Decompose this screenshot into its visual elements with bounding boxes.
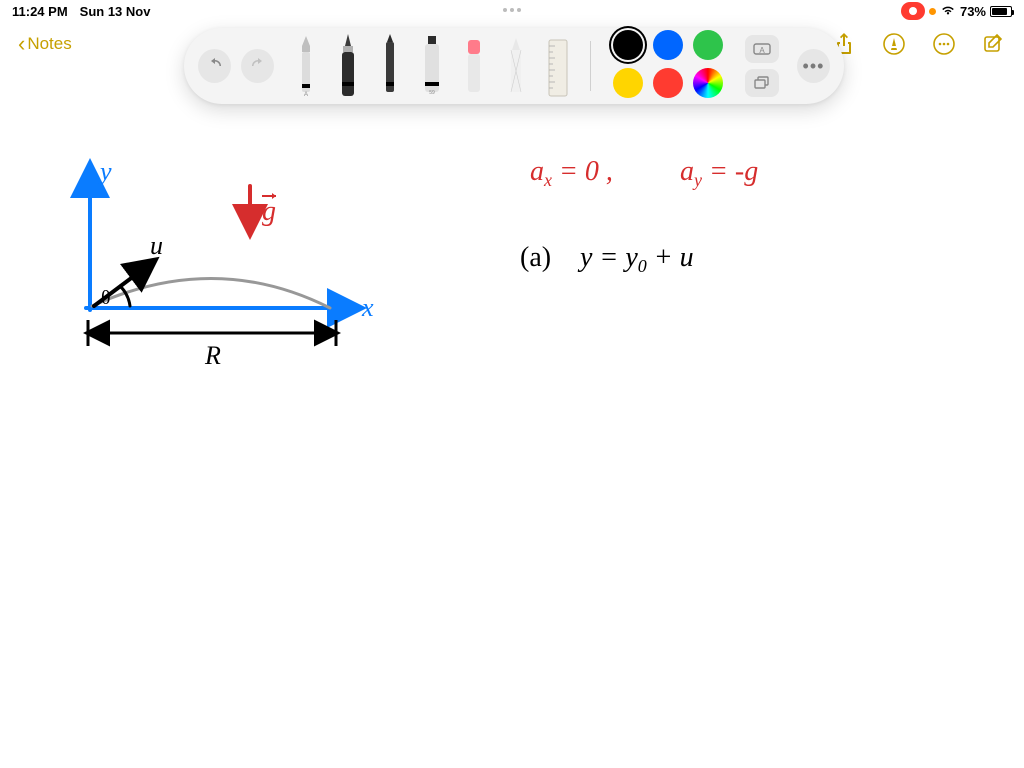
back-button[interactable]: ‹ Notes	[18, 31, 72, 57]
text-box-button[interactable]: A	[745, 35, 779, 63]
compose-icon[interactable]	[982, 32, 1006, 56]
palette-separator	[590, 41, 591, 91]
color-green[interactable]	[693, 30, 723, 60]
color-row	[613, 30, 727, 102]
undo-button[interactable]	[198, 49, 231, 83]
battery-icon	[990, 6, 1012, 17]
back-label: Notes	[27, 34, 71, 54]
range-label: R	[204, 341, 221, 370]
tool-row: A 59	[292, 34, 572, 98]
svg-text:A: A	[759, 46, 765, 55]
palette-more-button[interactable]: •••	[797, 49, 830, 83]
color-black[interactable]	[613, 30, 643, 60]
y-axis-label: y	[97, 157, 112, 186]
svg-text:A: A	[304, 92, 308, 98]
layers-button[interactable]	[745, 69, 779, 97]
x-axis-label: x	[361, 293, 374, 322]
tool-pen[interactable]: A	[292, 34, 320, 98]
tool-pencil[interactable]	[376, 34, 404, 98]
color-red[interactable]	[653, 68, 683, 98]
tool-lasso[interactable]	[502, 34, 530, 98]
color-picker[interactable]	[693, 68, 723, 98]
grabber-icon[interactable]	[503, 8, 521, 12]
more-icon[interactable]	[932, 32, 956, 56]
mic-indicator-icon	[929, 8, 936, 15]
chevron-left-icon: ‹	[18, 31, 25, 57]
redo-button[interactable]	[241, 49, 274, 83]
tool-eraser[interactable]	[460, 34, 488, 98]
gravity-label: g	[262, 196, 276, 227]
eq-label-a: (a)	[520, 242, 551, 273]
tool-highlighter[interactable]: 59	[418, 34, 446, 98]
battery-percent: 73%	[960, 4, 986, 19]
color-yellow[interactable]	[613, 68, 643, 98]
status-time: 11:24 PM	[12, 4, 68, 19]
eq-ax: ax = 0 ,	[530, 156, 613, 190]
eq-ay: ay = -g	[680, 156, 758, 190]
recording-pill[interactable]	[901, 2, 925, 20]
status-date: Sun 13 Nov	[80, 4, 151, 19]
tool-marker[interactable]	[334, 34, 362, 98]
color-blue[interactable]	[653, 30, 683, 60]
markup-icon[interactable]	[882, 32, 906, 56]
theta-label: θ	[101, 287, 111, 309]
wifi-icon	[940, 4, 956, 19]
drawing-canvas[interactable]: y x u θ R g ax = 0 , ay = -g (a) y = y0 …	[0, 120, 1024, 760]
tool-ruler[interactable]	[544, 34, 572, 98]
theta-arc	[120, 286, 130, 306]
tool-palette: A 59	[184, 28, 844, 104]
eq-y: y = y0 + u	[577, 242, 694, 276]
svg-text:59: 59	[429, 90, 435, 96]
velocity-label: u	[150, 231, 163, 260]
